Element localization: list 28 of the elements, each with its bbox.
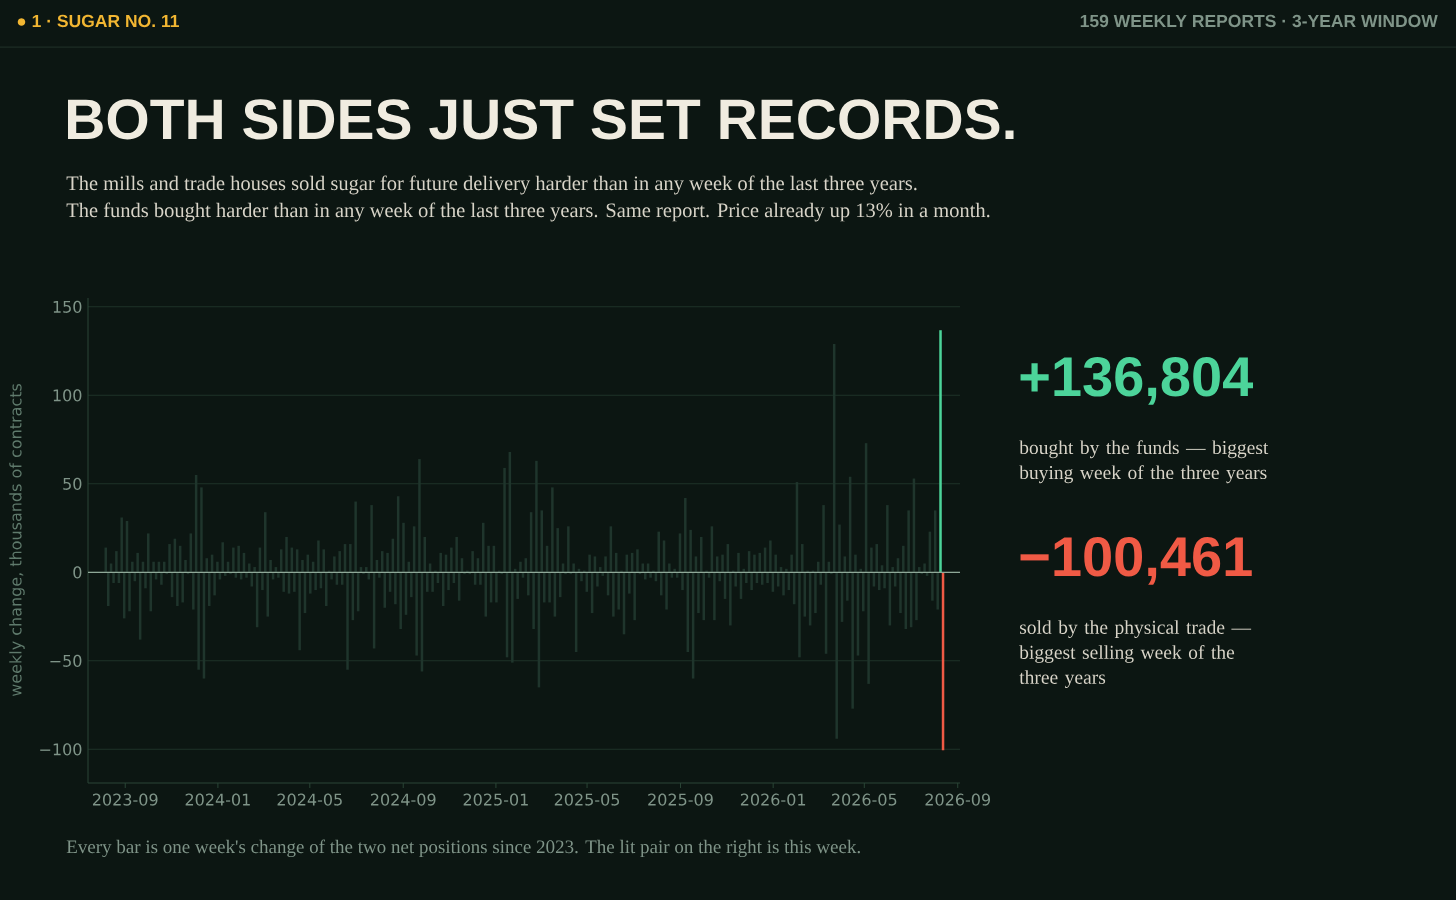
x-tick-label: 2024-05	[277, 793, 342, 806]
y-tick-label: 50	[63, 477, 82, 490]
x-tick-label: 2024-09	[370, 793, 436, 806]
x-tick-label: 2026-09	[925, 793, 991, 806]
y-axis-title: weekly change, thousands of contracts	[9, 383, 25, 697]
x-tick-label: 2025-01	[463, 793, 528, 806]
text: The funds bought harder than in any week of the last three years. Same report. Price already up 13% in a month.	[66, 202, 990, 222]
text: bought by the funds — biggest buying week of the three years	[1019, 440, 1269, 484]
x-tick-label: 2026-05	[832, 793, 897, 806]
text: ● 1 · SUGAR NO. 11	[17, 14, 179, 28]
text: Every bar is one week's change of the two net positions since 2023. The lit pair on the right is this week.	[66, 839, 860, 858]
x-tick-label: 2026-01	[740, 793, 806, 806]
chart-title: BOTH SIDES JUST SET RECORDS.	[68, 99, 1014, 140]
text: +136,804	[1020, 356, 1254, 405]
x-tick-label: 2025-05	[554, 793, 620, 806]
text: sold by the physical trade — biggest selling week of the three years	[1019, 620, 1252, 688]
x-tick-label: 2023-09	[92, 793, 158, 806]
text: −100,461	[1020, 536, 1252, 585]
y-tick-label: 0	[73, 566, 82, 579]
text: The mills and trade houses sold sugar for future delivery harder than in any week of the last three years.	[66, 175, 917, 195]
y-tick-label: −100	[40, 743, 82, 756]
x-tick-label: 2025-09	[648, 793, 713, 806]
text: 159 WEEKLY REPORTS · 3-YEAR WINDOW	[1080, 14, 1438, 28]
x-tick-label: 2024-01	[185, 793, 250, 806]
y-tick-label: 150	[53, 300, 82, 313]
y-tick-label: 100	[53, 389, 82, 402]
bar	[939, 330, 942, 573]
y-tick-label: −50	[50, 654, 82, 667]
